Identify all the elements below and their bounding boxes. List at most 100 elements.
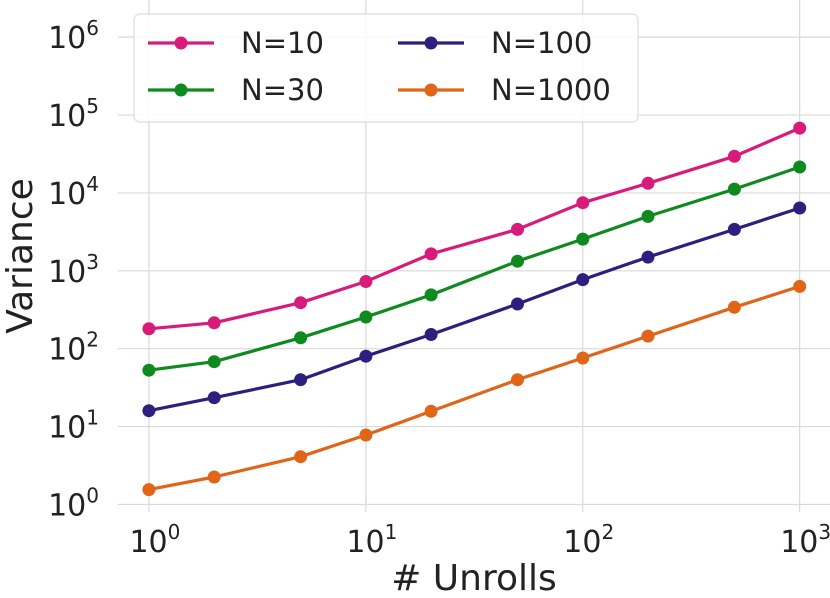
- x-tick-label-base: 10: [129, 525, 167, 560]
- data-point: [727, 182, 741, 196]
- series-line: [148, 206, 801, 413]
- legend-marker: [174, 83, 188, 97]
- y-tick-label-exponent: 1: [86, 406, 99, 430]
- y-tick-label: 102: [48, 328, 99, 368]
- y-tick-label-base: 10: [48, 21, 86, 56]
- y-tick-label-exponent: 0: [86, 483, 99, 507]
- data-point: [576, 232, 590, 246]
- x-tick-labels: 100 101 102 103: [129, 520, 830, 560]
- data-point: [359, 428, 373, 442]
- legend: N=10 N=30 N=100 N=1000: [133, 13, 639, 123]
- data-point: [294, 450, 308, 464]
- data-point: [793, 121, 807, 135]
- data-point: [641, 250, 655, 264]
- data-point: [727, 149, 741, 163]
- y-tick-label: 104: [48, 172, 99, 212]
- y-tick-label-exponent: 3: [86, 250, 99, 274]
- y-tick-label-base: 10: [48, 255, 86, 290]
- series-N=10: [142, 121, 807, 336]
- x-tick-label-exponent: 0: [168, 520, 181, 544]
- data-point: [576, 351, 590, 365]
- x-axis-label: # Unrolls: [391, 558, 557, 598]
- legend-marker: [174, 36, 188, 50]
- data-point: [727, 222, 741, 236]
- y-tick-label-exponent: 4: [86, 172, 99, 196]
- data-point: [142, 322, 156, 336]
- x-tick-label-base: 10: [346, 525, 384, 560]
- data-point: [511, 254, 524, 268]
- series-line: [148, 284, 801, 492]
- data-point: [207, 470, 221, 484]
- series-line: [148, 165, 801, 372]
- legend-marker: [424, 83, 438, 97]
- data-point: [793, 160, 807, 174]
- x-tick-label-base: 10: [780, 525, 818, 560]
- data-point: [641, 329, 655, 343]
- legend-entry: N=10: [148, 26, 324, 60]
- data-point: [142, 483, 156, 497]
- data-point: [793, 201, 807, 215]
- x-tick-label: 103: [780, 520, 830, 560]
- x-tick-label-exponent: 1: [385, 520, 398, 544]
- data-point: [511, 373, 524, 387]
- y-tick-label-exponent: 5: [86, 94, 99, 118]
- data-point: [424, 328, 438, 341]
- series-N=1000: [142, 279, 807, 497]
- data-point: [359, 349, 373, 363]
- data-point: [424, 404, 438, 418]
- y-tick-label: 100: [48, 483, 99, 523]
- series-N=100: [142, 201, 807, 418]
- series-line: [148, 126, 801, 331]
- legend-label: N=10: [241, 26, 324, 60]
- legend-label: N=100: [491, 26, 592, 60]
- legend-box: [133, 13, 639, 123]
- y-tick-label-exponent: 2: [86, 328, 99, 352]
- data-point: [424, 288, 438, 302]
- x-tick-label-exponent: 3: [818, 520, 830, 544]
- y-tick-label: 106: [48, 16, 99, 56]
- data-point: [793, 279, 807, 293]
- y-axis-label: Variance: [0, 178, 41, 334]
- data-point: [359, 275, 373, 288]
- y-tick-label-exponent: 6: [86, 16, 99, 40]
- data-point: [511, 222, 524, 236]
- data-point: [359, 310, 373, 324]
- x-tick-label-base: 10: [563, 525, 601, 560]
- legend-marker: [424, 36, 438, 50]
- data-point: [142, 363, 156, 377]
- y-tick-label-base: 10: [48, 488, 86, 523]
- data-point: [294, 296, 308, 310]
- series-lines: [142, 121, 807, 497]
- data-point: [207, 355, 221, 369]
- y-tick-label-base: 10: [48, 411, 86, 446]
- x-tick-label: 101: [346, 520, 397, 560]
- legend-label: N=1000: [491, 73, 611, 107]
- x-tick-label: 102: [563, 520, 614, 560]
- data-point: [641, 176, 655, 190]
- x-tick-label-exponent: 2: [601, 520, 614, 544]
- legend-label: N=30: [241, 73, 324, 107]
- data-point: [511, 297, 524, 311]
- series-N=30: [142, 160, 807, 377]
- data-point: [424, 247, 438, 261]
- y-tick-label-base: 10: [48, 99, 86, 134]
- legend-entry: N=100: [398, 26, 592, 60]
- y-tick-label: 101: [48, 406, 99, 446]
- x-tick-label: 100: [129, 520, 180, 560]
- data-point: [294, 373, 308, 387]
- y-tick-label-base: 10: [48, 333, 86, 368]
- data-point: [207, 391, 221, 405]
- legend-entry: N=30: [148, 73, 324, 107]
- y-tick-label: 105: [48, 94, 99, 134]
- data-point: [641, 209, 655, 223]
- y-tick-label: 103: [48, 250, 99, 290]
- y-tick-label-base: 10: [48, 177, 86, 212]
- data-point: [576, 273, 590, 287]
- legend-entry: N=1000: [398, 73, 611, 107]
- data-point: [207, 316, 221, 330]
- data-point: [576, 196, 590, 210]
- data-point: [727, 300, 741, 314]
- data-point: [294, 331, 308, 345]
